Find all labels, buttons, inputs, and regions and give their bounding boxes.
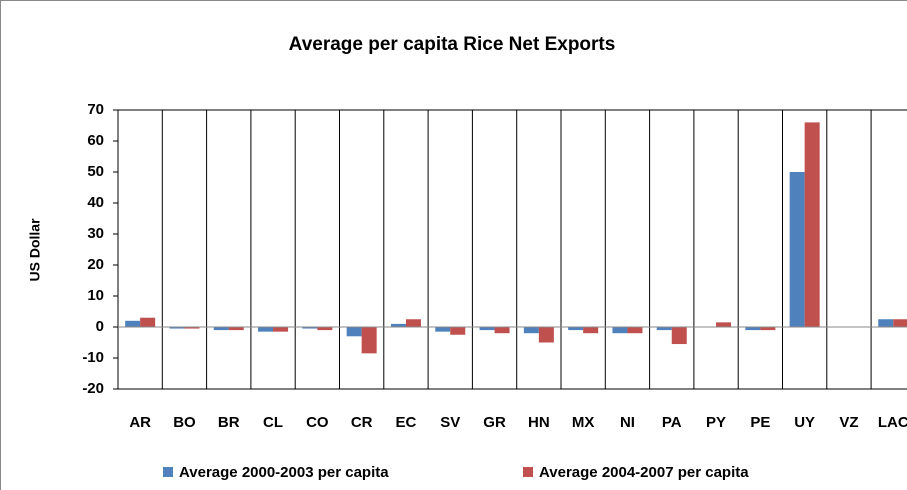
y-tick-label: 50 bbox=[87, 163, 104, 180]
bar bbox=[568, 327, 584, 331]
bar bbox=[258, 327, 274, 332]
x-tick-label: CL bbox=[263, 414, 283, 431]
x-tick-label: EC bbox=[396, 414, 417, 431]
y-tick-label: 40 bbox=[87, 194, 104, 211]
x-tick-label: PE bbox=[750, 414, 770, 431]
bar bbox=[612, 327, 628, 334]
x-tick-label: AR bbox=[129, 414, 151, 431]
bar bbox=[346, 327, 362, 337]
bar bbox=[390, 323, 406, 327]
x-tick-label: HN bbox=[528, 414, 550, 431]
y-tick-label: 10 bbox=[87, 287, 104, 304]
y-tick-label: 0 bbox=[96, 318, 104, 335]
bar bbox=[494, 327, 510, 334]
bar bbox=[745, 327, 761, 331]
bar bbox=[361, 327, 377, 354]
bar bbox=[523, 327, 539, 334]
x-tick-label: CR bbox=[351, 414, 373, 431]
x-tick-label: PY bbox=[706, 414, 726, 431]
x-tick-label: NI bbox=[620, 414, 635, 431]
bar bbox=[479, 327, 495, 331]
bar bbox=[302, 327, 318, 329]
bar bbox=[878, 319, 894, 327]
legend-label: Average 2004-2007 per capita bbox=[539, 464, 749, 481]
bar bbox=[716, 322, 732, 327]
bar bbox=[317, 327, 333, 331]
x-tick-label: CO bbox=[306, 414, 329, 431]
bar bbox=[893, 319, 907, 327]
bar bbox=[789, 172, 805, 327]
x-tick-label: MX bbox=[572, 414, 595, 431]
bar bbox=[228, 327, 244, 331]
bar bbox=[435, 327, 451, 332]
x-tick-label: SV bbox=[440, 414, 460, 431]
y-tick-label: 60 bbox=[87, 132, 104, 149]
bar bbox=[405, 319, 421, 327]
bar bbox=[583, 327, 599, 334]
bar bbox=[184, 327, 200, 329]
x-tick-label: GR bbox=[483, 414, 506, 431]
y-axis-label: US Dollar bbox=[27, 218, 43, 282]
x-tick-label: LAC bbox=[878, 414, 907, 431]
bar bbox=[213, 327, 229, 331]
bar bbox=[671, 327, 687, 345]
y-tick-label: -10 bbox=[82, 349, 104, 366]
y-tick-label: -20 bbox=[82, 380, 104, 397]
y-tick-label: 70 bbox=[87, 101, 104, 118]
bar bbox=[804, 122, 820, 328]
legend-label: Average 2000-2003 per capita bbox=[179, 464, 389, 481]
y-tick-label: 20 bbox=[87, 256, 104, 273]
bar bbox=[125, 320, 141, 327]
bar bbox=[140, 317, 156, 327]
x-tick-label: PA bbox=[662, 414, 682, 431]
legend-swatch bbox=[523, 467, 533, 477]
bar bbox=[538, 327, 554, 343]
legend-swatch bbox=[163, 467, 173, 477]
bar bbox=[656, 327, 672, 331]
bar bbox=[169, 327, 185, 329]
x-tick-label: BO bbox=[173, 414, 196, 431]
x-tick-label: UY bbox=[794, 414, 815, 431]
bar bbox=[450, 327, 466, 335]
bar bbox=[760, 327, 776, 331]
bar bbox=[627, 327, 643, 334]
y-tick-label: 30 bbox=[87, 225, 104, 242]
x-tick-label: BR bbox=[218, 414, 240, 431]
chart-title: Average per capita Rice Net Exports bbox=[289, 34, 616, 55]
bar bbox=[273, 327, 289, 332]
x-tick-label: VZ bbox=[839, 414, 858, 431]
